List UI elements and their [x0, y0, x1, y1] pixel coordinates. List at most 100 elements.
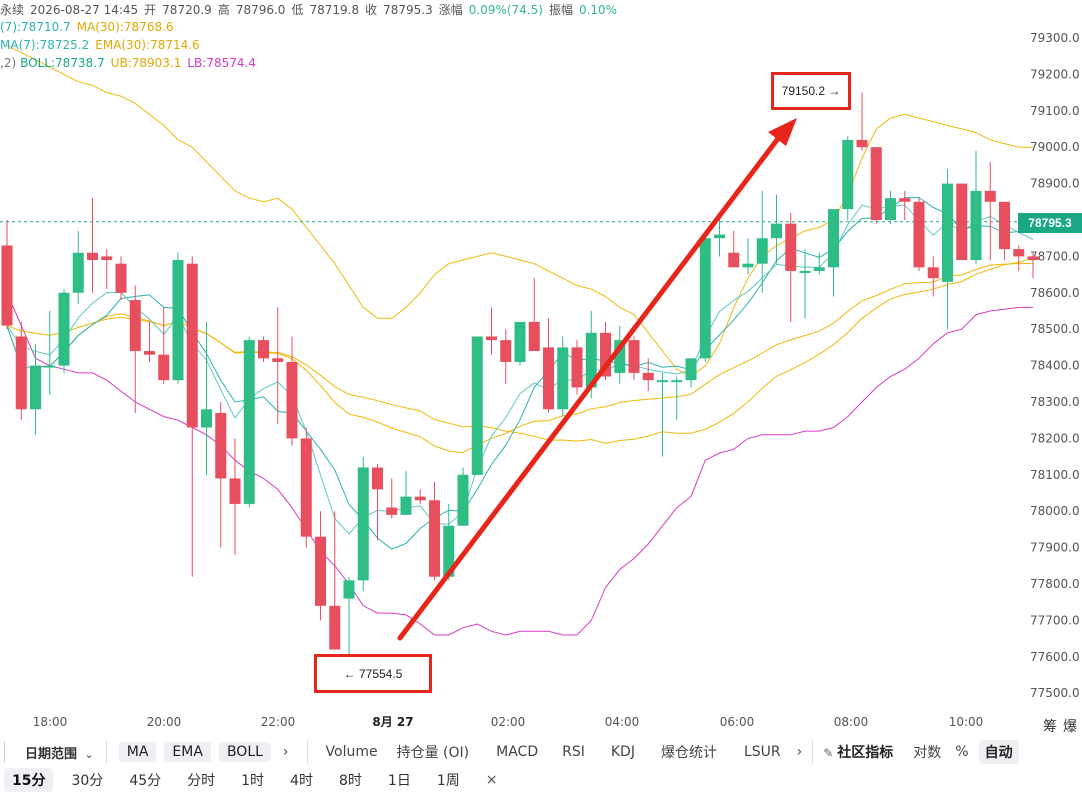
- trend-arrow-shaft: [397, 125, 789, 641]
- candle-body: [984, 190, 996, 202]
- macd-indicator-button[interactable]: MACD: [496, 744, 539, 760]
- price-axis-label: 79000.0: [1030, 140, 1080, 154]
- volume-indicator-button[interactable]: Volume: [325, 744, 378, 760]
- candle-datetime: 2026-08-27 14:45: [30, 3, 139, 17]
- candle-body: [229, 478, 241, 504]
- ma-indicator-button[interactable]: MA: [118, 742, 157, 762]
- ma-legend: (7):78710.7 MA(30):78768.6: [0, 20, 180, 34]
- candle-body: [115, 263, 127, 293]
- candle-body: [158, 354, 170, 381]
- price-axis-label: 78900.0: [1030, 177, 1080, 191]
- candle-body: [685, 358, 697, 381]
- candle-body: [842, 139, 854, 210]
- time-axis-label: 8月 27: [372, 715, 413, 729]
- lsur-indicator-button[interactable]: LSUR: [743, 744, 781, 760]
- close-icon[interactable]: ×: [485, 772, 498, 788]
- timeframe-1h[interactable]: 1时: [241, 773, 265, 789]
- candle-body: [600, 332, 611, 377]
- candle-body: [258, 340, 269, 359]
- candle-body: [286, 361, 298, 439]
- candle-body: [329, 605, 341, 650]
- candle-body: [927, 267, 939, 279]
- timeframe-4h[interactable]: 4时: [290, 773, 313, 789]
- timeframe-45m[interactable]: 45分: [129, 773, 162, 789]
- candle-body: [699, 238, 711, 359]
- candle-body: [457, 474, 469, 526]
- candle-body: [999, 201, 1010, 250]
- timeframe-bar: 15分 30分 45分 分时 1时 4时 8时 1日 1周 ×: [0, 767, 1082, 793]
- rsi-indicator-button[interactable]: RSI: [562, 744, 585, 760]
- auto-scale-toggle[interactable]: 自动: [978, 740, 1019, 764]
- close-value: 78795.3: [383, 3, 433, 17]
- time-axis-label: 20:00: [147, 715, 182, 729]
- candle-body: [799, 270, 811, 273]
- candle-body: [343, 580, 355, 599]
- high-annotation-box: 79150.2 →: [771, 72, 851, 110]
- price-axis-label: 79100.0: [1030, 104, 1080, 118]
- oi-indicator-button[interactable]: 持仓量 (OI): [396, 745, 470, 761]
- indicator-toolbar: 日期范围 ⌄ MA EMA BOLL › Volume 持仓量 (OI) MAC…: [0, 737, 1082, 767]
- liquidation-stats-button[interactable]: 爆仓统计: [660, 745, 717, 761]
- log-scale-toggle[interactable]: 对数: [913, 745, 942, 761]
- percent-scale-toggle[interactable]: %: [955, 744, 969, 760]
- price-axis-label: 79300.0: [1030, 31, 1080, 45]
- date-range-button[interactable]: 日期范围 ⌄: [25, 746, 94, 762]
- candle-body: [101, 256, 113, 261]
- candle-body: [942, 183, 953, 282]
- price-axis-label: 78500.0: [1030, 322, 1080, 336]
- ema7-value: MA(7):78725.2: [0, 38, 90, 52]
- candle-body: [899, 198, 911, 202]
- candle-body: [728, 252, 740, 268]
- community-indicators-button[interactable]: ✎ 社区指标: [823, 745, 894, 761]
- price-axis-label: 78600.0: [1030, 286, 1080, 300]
- candle-body: [1, 245, 13, 326]
- price-axis-label: 79200.0: [1030, 67, 1080, 81]
- boll-prefix: ,2): [0, 56, 17, 70]
- candle-body: [215, 412, 227, 479]
- price-axis-label: 78200.0: [1030, 431, 1080, 445]
- main-indicators-more-button[interactable]: ›: [282, 744, 289, 760]
- timeframe-15m[interactable]: 15分: [4, 768, 54, 792]
- candle-body: [956, 183, 968, 261]
- candle-body: [756, 238, 768, 264]
- boll-value: BOLL:78738.7: [20, 56, 105, 70]
- candle-body: [500, 340, 512, 362]
- candle-body: [870, 147, 882, 220]
- kdj-indicator-button[interactable]: KDJ: [610, 744, 635, 760]
- price-axis-label: 78300.0: [1030, 395, 1080, 409]
- timeframe-1d[interactable]: 1日: [387, 773, 411, 789]
- boll-indicator-button[interactable]: BOLL: [218, 742, 271, 762]
- chevron-down-icon: ⌄: [84, 747, 94, 761]
- candle-body: [44, 365, 56, 368]
- candle-body: [785, 223, 797, 271]
- candle-body: [614, 340, 626, 373]
- timeframe-1w[interactable]: 1周: [436, 773, 460, 789]
- current-price-tag: 78795.3: [1018, 213, 1082, 233]
- boll-lower-band-line: [6, 292, 1033, 636]
- candle-body: [129, 300, 141, 352]
- ema-indicator-button[interactable]: EMA: [164, 742, 211, 762]
- timeframe-30m[interactable]: 30分: [71, 773, 104, 789]
- liquidation-button[interactable]: 爆: [1063, 719, 1077, 735]
- candle-body: [58, 292, 70, 366]
- time-axis-label: 22:00: [261, 715, 296, 729]
- candle-body: [571, 347, 583, 388]
- candle-body: [543, 347, 554, 410]
- price-axis-label: 77900.0: [1030, 541, 1080, 555]
- candle-body: [87, 252, 98, 261]
- candle-body: [315, 536, 326, 606]
- candle-body: [628, 340, 640, 373]
- candle-body: [486, 336, 497, 341]
- ma30-value: MA(30):78768.6: [76, 20, 174, 34]
- candlestick-chart[interactable]: 79300.079200.079100.079000.078900.078800…: [0, 0, 1082, 710]
- candle-body: [186, 263, 198, 428]
- timeframe-8h[interactable]: 8时: [338, 773, 362, 789]
- price-axis-label: 77800.0: [1030, 577, 1080, 591]
- timeframe-timeshare[interactable]: 分时: [187, 773, 216, 789]
- candle-body: [856, 139, 868, 148]
- candle-body: [172, 260, 184, 381]
- candle-body: [813, 267, 825, 271]
- candle-body: [471, 336, 483, 475]
- sub-indicators-more-button[interactable]: ›: [796, 744, 803, 760]
- chips-button[interactable]: 筹: [1043, 719, 1057, 735]
